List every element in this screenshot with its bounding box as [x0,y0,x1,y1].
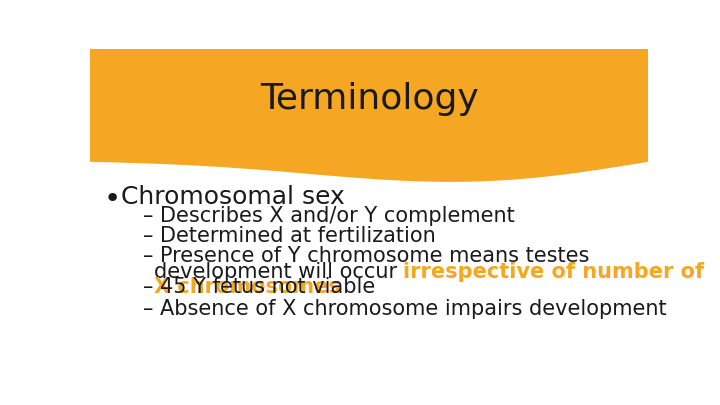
Text: Chromosomal sex: Chromosomal sex [121,185,345,209]
Text: – Determined at fertilization: – Determined at fertilization [143,226,436,246]
Text: – Absence of X chromosome impairs development: – Absence of X chromosome impairs develo… [143,299,666,319]
Text: Terminology: Terminology [260,82,478,116]
Text: development will occur: development will occur [153,262,403,282]
Text: irrespective of number of: irrespective of number of [403,262,704,282]
Text: – Presence of Y chromosome means testes: – Presence of Y chromosome means testes [143,247,589,266]
Text: •: • [104,185,121,213]
Text: – Describes X and/or Y complement: – Describes X and/or Y complement [143,207,515,226]
Polygon shape [90,49,648,182]
Text: X chromosomes: X chromosomes [153,277,341,297]
Text: – 45 Y fetus not viable: – 45 Y fetus not viable [143,277,375,297]
